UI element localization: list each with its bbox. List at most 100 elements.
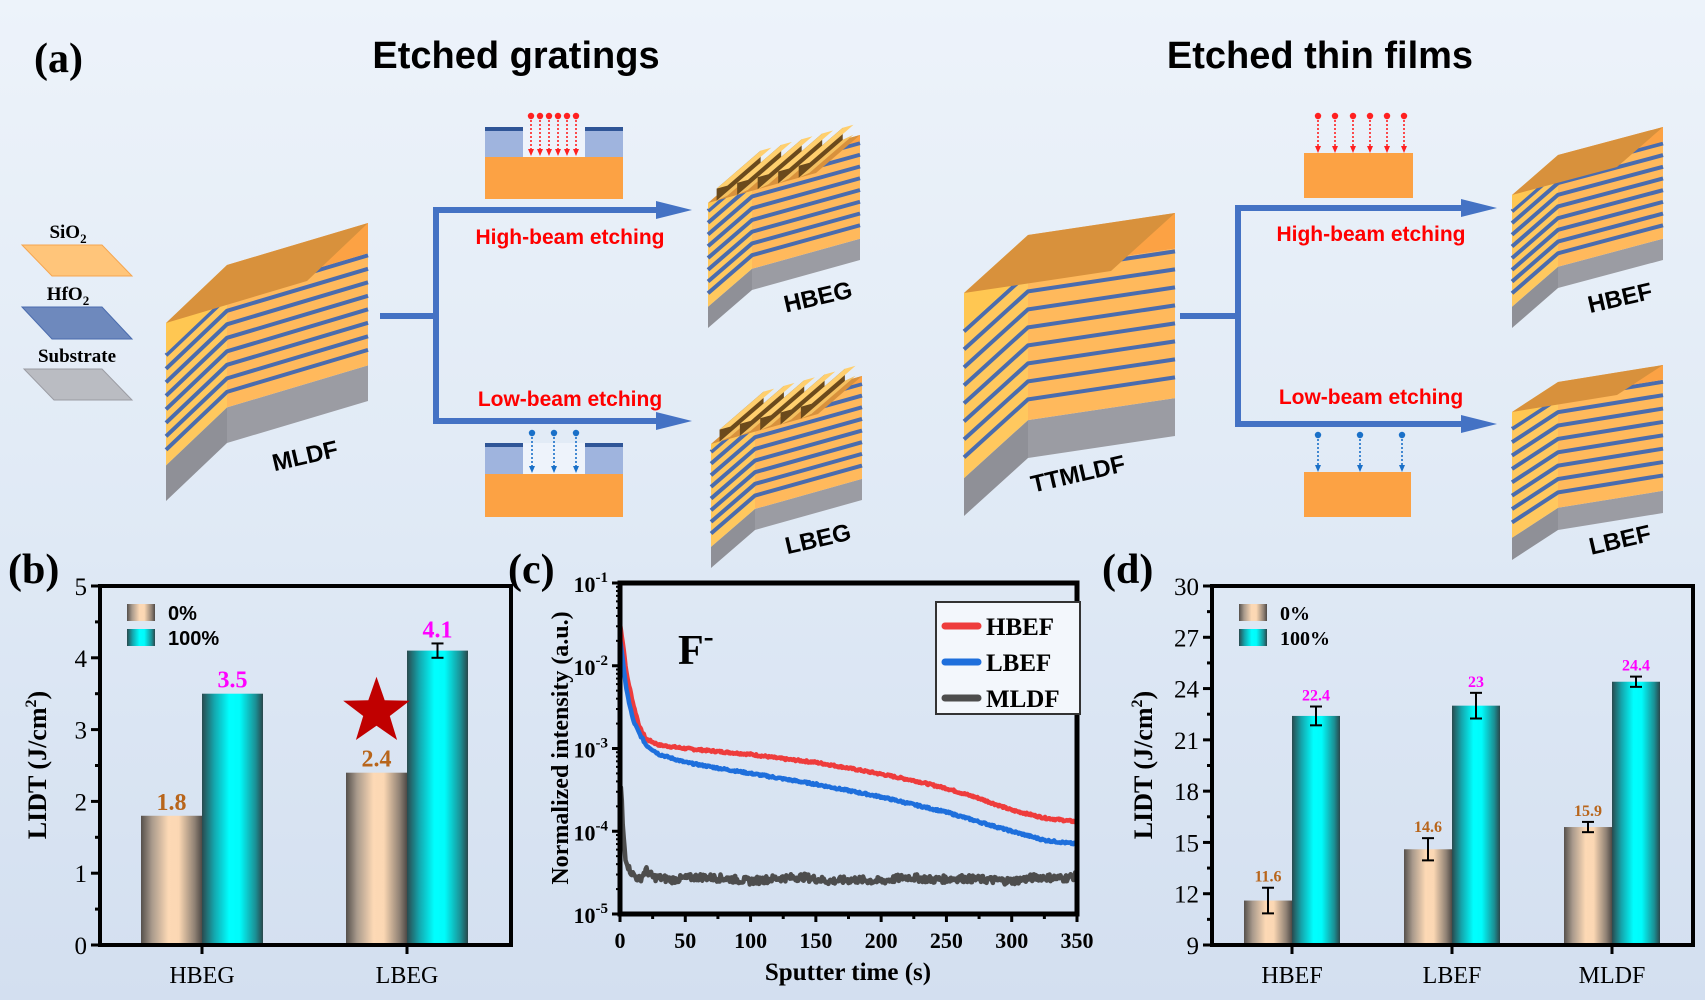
panel-d-chart: (d) 9 12 15 18 21 24 27 30 11.6 22.4 HBEF 14.6 23 LBE… [1102,547,1695,989]
hfo2-layer [1510,446,1664,498]
legend-hfo2-label: HfO2 [47,284,89,308]
arrow-head-icon [1461,199,1497,217]
legend-label: LBEF [986,650,1051,677]
y-tick-label: 10-3 [574,736,609,763]
high-beam-arrow-icon [528,149,534,156]
y-tick-label: 10-4 [574,818,609,845]
hfo2-layer [1510,433,1664,484]
x-tick-label: 50 [674,928,696,953]
arrow-head-icon [656,201,692,219]
grating-ridge [798,134,854,178]
hfo2-layer [706,176,861,248]
low-beam-arrow-icon [551,466,557,473]
hfo2-layer [164,307,369,411]
series-HBEF [617,623,1079,825]
legend-swatch-0 [127,604,155,621]
data-label: 3.5 [218,668,248,694]
bar-100pct-LBEF [1452,705,1500,945]
bar-0pct-LBEG [346,772,407,945]
cross-section-mask-right [585,127,623,157]
data-label: 1.8 [157,790,187,816]
y-tick-label: 18 [1174,779,1199,806]
high-beam-arrow-icon [1332,146,1338,153]
grating-ridge-top [780,371,836,413]
label-hbeg: HBEG [781,277,855,319]
y-tick-label: 15 [1174,830,1199,857]
substrate-side [166,407,227,501]
etching-flows [380,112,1497,517]
legend-hfo2-swatch [20,306,134,340]
low-beam-arrow-icon [529,466,535,473]
bar-0pct-MLDF [1564,827,1612,945]
block-lbef [1510,365,1664,560]
series-MLDF [617,785,1079,887]
cross-section-sio2 [485,157,623,199]
y-tick-label: 9 [1187,933,1200,960]
hfo2-layer [706,164,861,237]
label-lbef: LBEF [1587,520,1654,560]
grating-ridge [800,375,856,419]
hfo2-layer [164,334,369,438]
data-label: 14.6 [1414,819,1442,836]
substrate-side [708,268,752,328]
film-cross-section-high [1304,153,1413,198]
y-tick-label: 21 [1174,728,1199,755]
grating-ridge-top [760,377,815,419]
low-beam-label-films: Low-beam etching [1279,386,1463,409]
legend-swatch-0 [1239,604,1267,621]
title-etched-thin-films: Etched thin films [1167,35,1473,77]
grating-ridge-top [798,124,854,166]
cross-section-mask-top-right [585,127,623,131]
hfo2-layer [709,463,863,536]
legend-label: 0% [1280,603,1310,625]
d-ylabel: LIDT (J/cm2) [1129,691,1158,839]
legend-label: 0% [168,603,197,625]
cross-section-mask-right [585,443,623,474]
hfo2-layer [962,321,1176,405]
legend-box [935,601,1081,715]
x-tick-label: 150 [799,928,832,953]
plot-frame [98,584,513,947]
panel-a-label: (a) [34,36,83,82]
substrate-front [1558,490,1663,530]
legend-label: MLDF [986,686,1060,713]
label-mldf: MLDF [270,436,341,477]
top-face [1512,365,1663,412]
y-tick-label: 2 [75,789,88,816]
hfo2-layer [709,440,863,512]
block-lbeg [709,365,863,568]
hfo2-layer [164,347,369,452]
y-tick-label: 10-2 [574,653,609,680]
grating-ridge-top [737,141,792,183]
c-annotation-fluoride: F- [678,620,714,674]
cross-section-mask-top-left [485,443,523,447]
y-tick-label: 10-5 [574,901,609,928]
y-tick-label: 4 [75,646,88,673]
panel-d-label: (d) [1102,547,1153,593]
y-tick-label: 10-1 [574,570,609,597]
hfo2-layer [1510,176,1664,248]
substrate-front [752,238,860,290]
label-lbeg: LBEG [783,519,854,560]
high-beam-arrow-icon [555,149,561,156]
data-label: 11.6 [1254,869,1281,886]
data-label: 2.4 [362,747,392,773]
low-beam-label-gratings: Low-beam etching [478,388,662,411]
cross-section-mask-top-right [585,443,623,447]
legend-sio2-swatch [20,244,134,277]
hfo2-layer [1510,211,1664,284]
grating-ridge-top [719,388,775,430]
y-tick-label: 0 [75,933,88,960]
hfo2-layer [706,223,861,295]
x-tick-label: LBEG [376,963,439,989]
low-beam-arrow-icon [573,466,579,473]
b-ylabel: LIDT (J/cm2) [23,691,52,839]
top-face [964,213,1175,293]
grating-ridge-top [757,136,813,178]
substrate-front [755,478,862,530]
hfo2-layer [706,211,861,284]
hfo2-layer [706,188,861,260]
legend-substrate-swatch [22,368,134,401]
data-label: 15.9 [1574,803,1602,820]
